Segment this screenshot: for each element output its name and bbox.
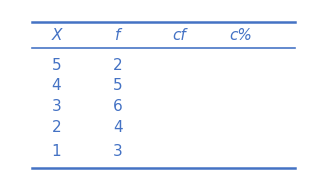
Text: c%: c% bbox=[229, 28, 252, 43]
Text: 1: 1 bbox=[52, 144, 61, 159]
Text: 4: 4 bbox=[52, 78, 61, 93]
Text: 5: 5 bbox=[113, 78, 123, 93]
Text: 5: 5 bbox=[52, 58, 61, 73]
Text: X: X bbox=[51, 28, 62, 43]
Text: 3: 3 bbox=[52, 99, 61, 114]
Text: 6: 6 bbox=[113, 99, 123, 114]
Text: 2: 2 bbox=[52, 120, 61, 135]
Text: f: f bbox=[115, 28, 121, 43]
Text: 4: 4 bbox=[113, 120, 123, 135]
Text: 2: 2 bbox=[113, 58, 123, 73]
Text: cf: cf bbox=[172, 28, 186, 43]
Text: 3: 3 bbox=[113, 144, 123, 159]
